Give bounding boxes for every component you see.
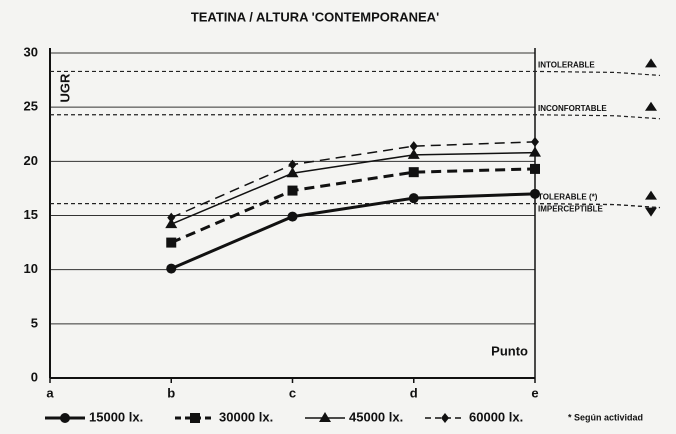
- y-tick-label: 0: [31, 369, 38, 384]
- data-point: [166, 263, 177, 274]
- legend-label: 45000 lx.: [349, 409, 403, 424]
- data-point: [167, 212, 176, 223]
- reference-arrow: [645, 207, 657, 217]
- reference-label: INCONFORTABLE: [538, 104, 607, 113]
- data-point: [530, 163, 540, 174]
- data-point: [287, 211, 298, 222]
- legend-marker: [60, 413, 70, 423]
- data-point: [166, 237, 177, 248]
- reference-arrow: [645, 190, 657, 200]
- reference-label: INTOLERABLE: [538, 61, 595, 70]
- data-point: [287, 185, 298, 196]
- legend-marker: [441, 413, 449, 423]
- reference-label: IMPERCEPTIBLE: [538, 205, 604, 214]
- y-axis-label: UGR: [57, 73, 72, 103]
- x-axis-label: Punto: [491, 343, 528, 358]
- y-tick-label: 10: [24, 261, 38, 276]
- data-point: [530, 188, 540, 199]
- x-tick-label: b: [167, 385, 175, 400]
- series-line: [170, 151, 536, 225]
- data-point: [531, 136, 539, 147]
- data-point: [408, 167, 419, 178]
- reference-arrow: [645, 101, 657, 111]
- chart-title: TEATINA / ALTURA 'CONTEMPORANEA': [191, 9, 439, 24]
- data-point: [286, 167, 299, 178]
- y-tick-label: 25: [24, 99, 38, 114]
- data-point: [409, 141, 418, 152]
- note: * Según actividad: [568, 412, 643, 422]
- x-tick-label: a: [46, 385, 54, 400]
- legend-label: 15000 lx.: [89, 409, 143, 424]
- x-tick-label: c: [289, 385, 296, 400]
- legend-label: 60000 lx.: [469, 409, 523, 424]
- y-tick-label: 30: [24, 44, 38, 59]
- data-point: [408, 193, 419, 204]
- reference-arrow: [645, 58, 657, 68]
- y-tick-label: 5: [31, 315, 38, 330]
- reference-line: [50, 114, 661, 120]
- data-point: [165, 218, 178, 229]
- y-tick-label: 15: [24, 207, 38, 222]
- x-tick-label: d: [410, 385, 418, 400]
- y-tick-label: 20: [24, 153, 38, 168]
- legend-marker: [319, 412, 331, 422]
- legend-label: 30000 lx.: [219, 409, 273, 424]
- data-point: [407, 148, 420, 159]
- reference-label: TOLERABLE (*): [538, 193, 598, 202]
- legend-marker: [190, 413, 200, 423]
- x-tick-label: e: [531, 385, 538, 400]
- series-line: [170, 167, 536, 244]
- reference-line: [50, 70, 661, 77]
- data-point: [288, 159, 297, 170]
- data-point: [529, 146, 541, 157]
- reference-line: [50, 202, 661, 209]
- series-line: [170, 141, 536, 219]
- series-line: [170, 192, 536, 270]
